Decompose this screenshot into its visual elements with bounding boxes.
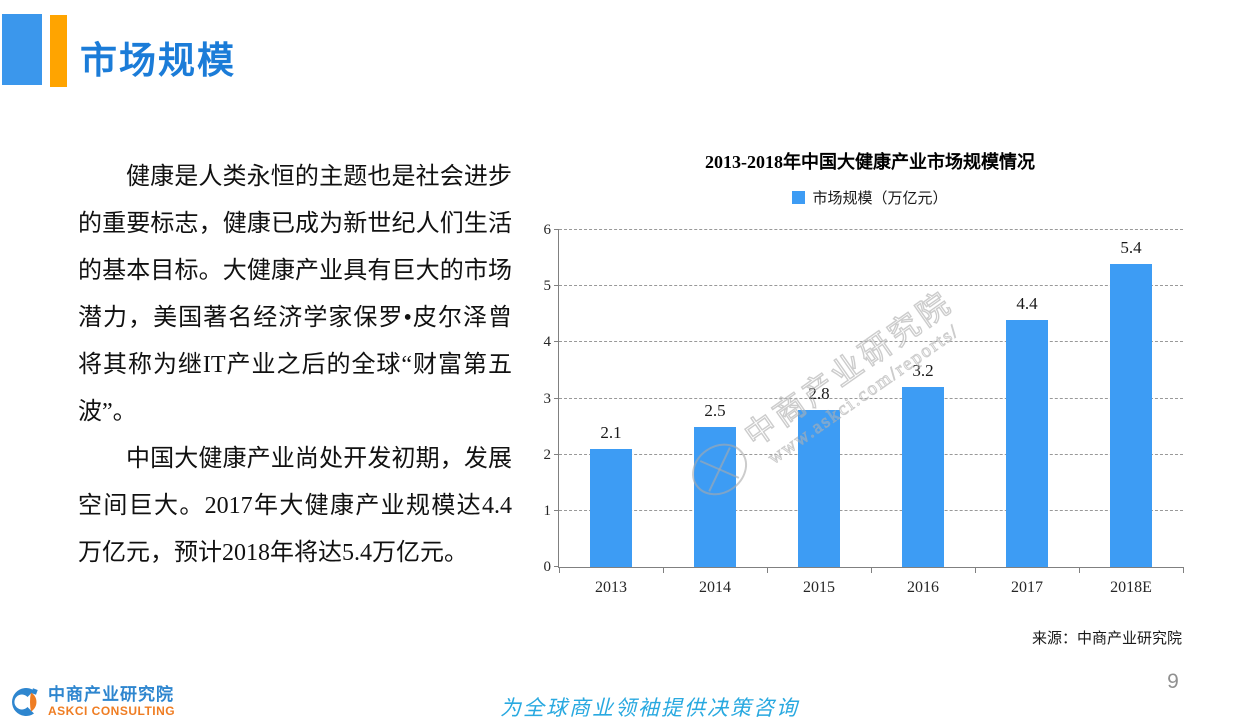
y-axis-tick-label: 5: [543, 278, 552, 295]
gridline: [559, 285, 1183, 287]
bar-slot: 4.4: [975, 230, 1079, 567]
y-axis-tick-mark: [554, 341, 559, 343]
bar-2017: [1006, 319, 1048, 567]
bar-value-label: 2.5: [704, 400, 726, 420]
bar-2016: [902, 387, 944, 567]
plot-area: 0 1 2 3 4 5 6 2.1 2.5 2.8 3.2 4.4 5.4 2013 2014 2015 201…: [544, 222, 1184, 596]
x-axis-label: 2017: [1011, 579, 1043, 596]
bar-2013: [590, 449, 632, 567]
y-axis-tick-mark: [554, 566, 559, 567]
bar-slot: 5.4: [1079, 230, 1183, 567]
gridline: [559, 229, 1183, 230]
y-axis-tick-label: 2: [543, 446, 552, 463]
y-axis-tick-mark: [554, 397, 559, 399]
y-axis-tick-mark: [554, 453, 559, 455]
gridline: [559, 509, 1183, 511]
y-axis-tick-label: 4: [543, 334, 552, 351]
bar-slot: 2.1: [559, 230, 663, 567]
y-axis-tick-label: 0: [543, 559, 552, 575]
y-axis-tick-label: 3: [543, 390, 552, 407]
footer-slogan: 为全球商业领袖提供决策咨询: [500, 696, 799, 720]
header-accent-bar: [50, 15, 67, 87]
chart-legend: 市场规模（万亿元）: [558, 187, 1182, 208]
page-number: 9: [1167, 670, 1179, 693]
page-title: 市场规模: [80, 41, 236, 82]
gridline: [559, 453, 1183, 455]
x-axis-tick-mark: [559, 567, 560, 573]
y-axis-tick-mark: [554, 509, 559, 511]
paragraph-2: 中国大健康产业尚处开发初期，发展空间巨大。2017年大健康产业规模达4.4万亿元…: [78, 446, 512, 566]
x-axis-tick-mark: [1079, 567, 1080, 573]
bar-value-label: 2.1: [600, 423, 622, 443]
askci-logo-icon: [12, 688, 38, 716]
x-axis-tick-mark: [871, 567, 872, 573]
bar-value-label: 5.4: [1120, 237, 1142, 257]
bar-slot: 3.2: [871, 230, 975, 567]
bar-2014: [694, 426, 736, 567]
body-text-block: 健康是人类永恒的主题也是社会进步的重要标志，健康已成为新世纪人们生活的基本目标。…: [78, 154, 512, 577]
x-axis-label: 2014: [699, 579, 731, 596]
gridline: [559, 397, 1183, 399]
gridline: [559, 341, 1183, 343]
y-axis-tick-mark: [554, 285, 559, 287]
bar-2015: [798, 409, 840, 567]
bar-2018E: [1110, 263, 1152, 567]
bar-value-label: 3.2: [912, 361, 934, 381]
x-axis-label: 2016: [907, 579, 939, 596]
bar-value-label: 2.8: [808, 383, 830, 403]
x-axis-label: 2013: [595, 579, 627, 596]
x-axis-labels: 2013 2014 2015 2016 2017 2018E: [559, 579, 1183, 597]
legend-label: 市场规模（万亿元）: [812, 191, 948, 207]
y-axis-tick-label: 1: [543, 502, 552, 519]
paragraph-1: 健康是人类永恒的主题也是社会进步的重要标志，健康已成为新世纪人们生活的基本目标。…: [78, 164, 512, 425]
legend-swatch: [792, 191, 806, 204]
y-axis-tick-mark: [554, 229, 559, 230]
header-accent-square: [2, 14, 42, 85]
x-axis-label: 2018E: [1110, 579, 1152, 596]
x-axis-label: 2015: [803, 579, 835, 596]
chart-title: 2013-2018年中国大健康产业市场规模情况: [705, 152, 1035, 172]
source-note: 来源：中商产业研究院: [1031, 631, 1182, 647]
x-axis-tick-mark: [767, 567, 768, 573]
bar-slot: 2.5: [663, 230, 767, 567]
bars-container: 2.1 2.5 2.8 3.2 4.4 5.4: [559, 230, 1183, 567]
company-logo: 中商产业研究院 ASKCI CONSULTING: [10, 685, 176, 718]
bar-slot: 2.8: [767, 230, 871, 567]
x-axis-tick-mark: [975, 567, 976, 573]
x-axis-tick-mark: [1183, 567, 1184, 573]
bar-value-label: 4.4: [1016, 293, 1038, 313]
x-axis-tick-mark: [663, 567, 664, 573]
logo-name-en: ASKCI CONSULTING: [48, 703, 176, 718]
logo-name-cn: 中商产业研究院: [48, 685, 174, 705]
logo-texts: 中商产业研究院 ASKCI CONSULTING: [48, 685, 176, 718]
y-axis-tick-label: 6: [543, 222, 552, 238]
